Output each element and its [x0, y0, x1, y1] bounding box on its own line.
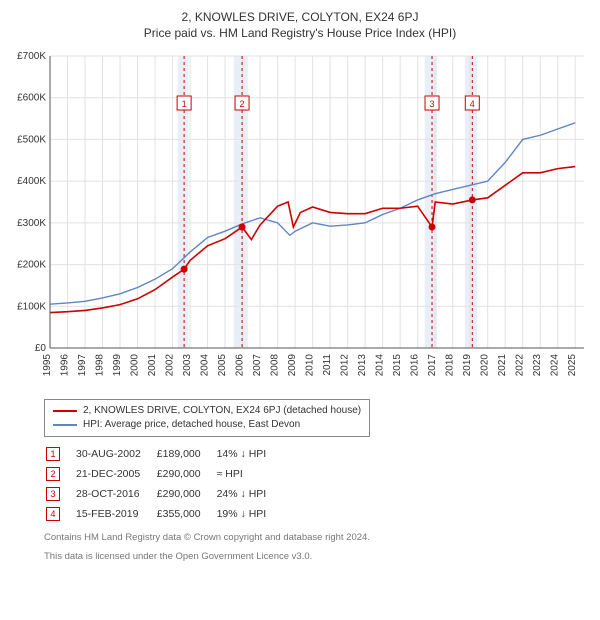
svg-text:2004: 2004 — [200, 354, 211, 377]
svg-text:1995: 1995 — [42, 354, 53, 377]
svg-text:2009: 2009 — [287, 354, 298, 377]
transaction-delta: 19% ↓ HPI — [217, 505, 281, 523]
transactions-table: 1 30-AUG-2002£189,00014% ↓ HPI 2 21-DEC-200… — [44, 443, 282, 525]
svg-text:£200K: £200K — [17, 260, 46, 271]
transaction-marker: 1 — [46, 447, 60, 461]
transaction-date: 30-AUG-2002 — [76, 445, 155, 463]
legend-swatch — [53, 424, 77, 426]
svg-text:2015: 2015 — [392, 354, 403, 377]
svg-text:2018: 2018 — [445, 354, 456, 377]
transaction-date: 21-DEC-2005 — [76, 465, 155, 483]
svg-text:2001: 2001 — [147, 354, 158, 377]
legend-label: 2, KNOWLES DRIVE, COLYTON, EX24 6PJ (det… — [83, 404, 361, 418]
transaction-date: 15-FEB-2019 — [76, 505, 155, 523]
svg-text:4: 4 — [470, 99, 475, 109]
svg-text:2014: 2014 — [375, 354, 386, 377]
svg-text:2021: 2021 — [497, 354, 508, 377]
legend: 2, KNOWLES DRIVE, COLYTON, EX24 6PJ (det… — [44, 399, 370, 437]
svg-text:£100K: £100K — [17, 301, 46, 312]
svg-text:2013: 2013 — [357, 354, 368, 377]
legend-row: 2, KNOWLES DRIVE, COLYTON, EX24 6PJ (det… — [53, 404, 361, 418]
svg-text:2025: 2025 — [567, 354, 578, 377]
table-row: 4 15-FEB-2019£355,00019% ↓ HPI — [46, 505, 280, 523]
svg-text:2023: 2023 — [532, 354, 543, 377]
svg-text:1998: 1998 — [95, 354, 106, 377]
transaction-delta: ≈ HPI — [217, 465, 281, 483]
chart-container: 1 2 3 4 £0 £100K £200K £300K £400K £500K £600K £700… — [8, 48, 592, 391]
transaction-delta: 24% ↓ HPI — [217, 485, 281, 503]
svg-text:£0: £0 — [35, 343, 47, 354]
footnote-copyright: Contains HM Land Registry data © Crown c… — [44, 531, 592, 544]
transaction-marker: 3 — [46, 487, 60, 501]
svg-text:1997: 1997 — [77, 354, 88, 377]
svg-text:2022: 2022 — [515, 354, 526, 377]
transaction-date: 28-OCT-2016 — [76, 485, 155, 503]
table-row: 1 30-AUG-2002£189,00014% ↓ HPI — [46, 445, 280, 463]
transaction-price: £189,000 — [157, 445, 215, 463]
transaction-price: £355,000 — [157, 505, 215, 523]
svg-text:3: 3 — [430, 99, 435, 109]
price-chart: 1 2 3 4 £0 £100K £200K £300K £400K £500K £600K £700… — [8, 48, 592, 388]
svg-text:2019: 2019 — [462, 354, 473, 377]
svg-text:£300K: £300K — [17, 218, 46, 229]
table-row: 3 28-OCT-2016£290,00024% ↓ HPI — [46, 485, 280, 503]
transaction-marker: 4 — [46, 507, 60, 521]
svg-text:1: 1 — [182, 99, 187, 109]
svg-text:2012: 2012 — [340, 354, 351, 377]
svg-text:2006: 2006 — [235, 354, 246, 377]
page-title: 2, KNOWLES DRIVE, COLYTON, EX24 6PJ — [8, 10, 592, 24]
svg-text:£600K: £600K — [17, 93, 46, 104]
footnote-licence: This data is licensed under the Open Gov… — [44, 550, 592, 563]
table-row: 2 21-DEC-2005£290,000≈ HPI — [46, 465, 280, 483]
svg-text:2016: 2016 — [410, 354, 421, 377]
svg-text:1999: 1999 — [112, 354, 123, 377]
svg-text:£500K: £500K — [17, 134, 46, 145]
transaction-marker: 2 — [46, 467, 60, 481]
transaction-price: £290,000 — [157, 485, 215, 503]
svg-text:2005: 2005 — [217, 354, 228, 377]
svg-text:2010: 2010 — [305, 354, 316, 377]
svg-text:2020: 2020 — [480, 354, 491, 377]
svg-text:2000: 2000 — [130, 354, 141, 377]
svg-text:1996: 1996 — [60, 354, 71, 377]
svg-text:£400K: £400K — [17, 176, 46, 187]
svg-text:2011: 2011 — [322, 354, 333, 376]
legend-swatch — [53, 410, 77, 412]
svg-text:2: 2 — [240, 99, 245, 109]
transaction-delta: 14% ↓ HPI — [217, 445, 281, 463]
legend-label: HPI: Average price, detached house, East… — [83, 418, 300, 432]
svg-text:2017: 2017 — [427, 354, 438, 377]
legend-row: HPI: Average price, detached house, East… — [53, 418, 361, 432]
svg-text:2002: 2002 — [165, 354, 176, 377]
svg-text:2024: 2024 — [550, 354, 561, 377]
svg-text:2003: 2003 — [182, 354, 193, 377]
svg-text:£700K: £700K — [17, 51, 46, 62]
transaction-price: £290,000 — [157, 465, 215, 483]
svg-text:2007: 2007 — [252, 354, 263, 377]
svg-text:2008: 2008 — [270, 354, 281, 377]
page-subtitle: Price paid vs. HM Land Registry's House … — [8, 26, 592, 40]
